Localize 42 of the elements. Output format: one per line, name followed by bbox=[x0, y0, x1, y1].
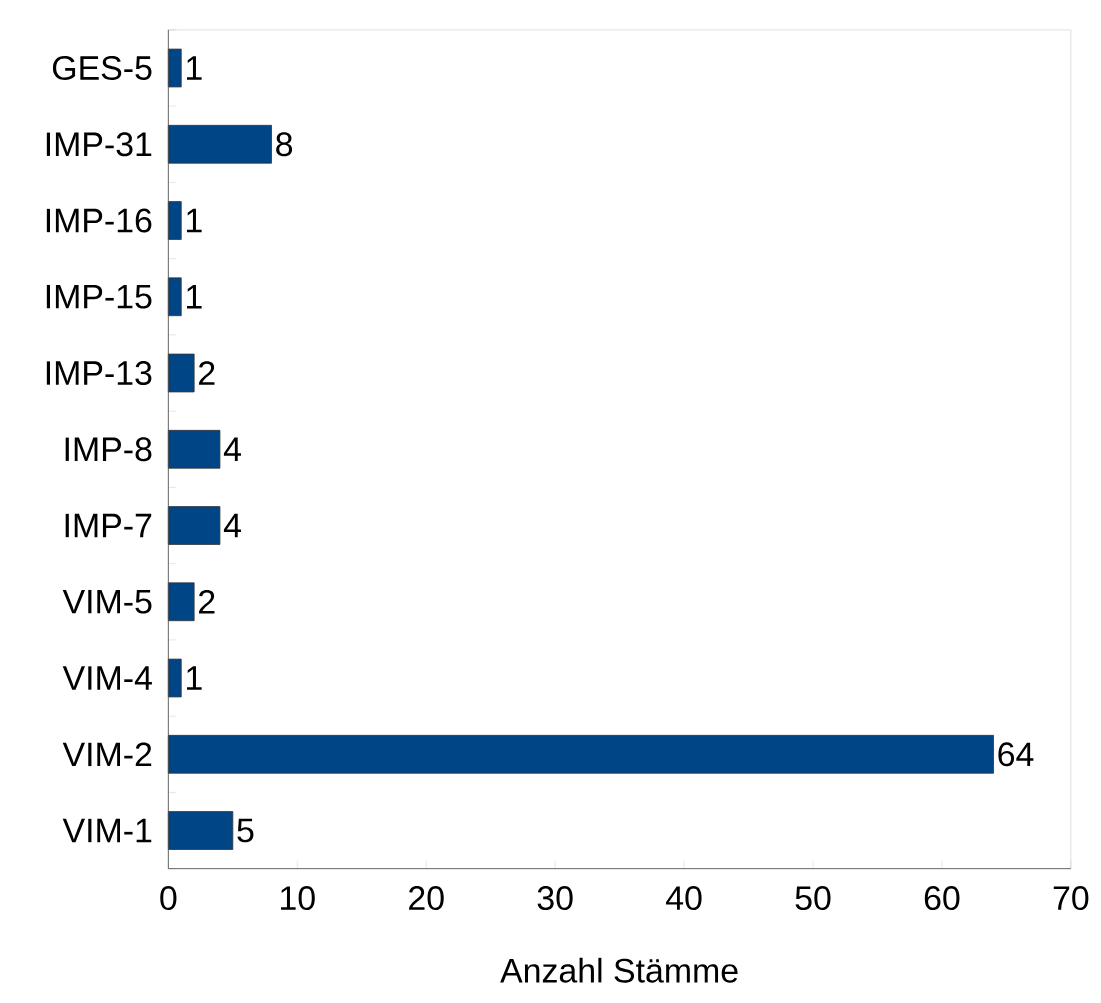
data-label: 4 bbox=[223, 513, 241, 538]
data-label: 5 bbox=[237, 818, 254, 843]
bar bbox=[167, 811, 234, 850]
y-tick-label: GES-5 bbox=[52, 55, 152, 80]
data-label: 1 bbox=[187, 56, 202, 80]
bar bbox=[167, 734, 994, 774]
y-tick-label: VIM-5 bbox=[62, 589, 152, 614]
bar bbox=[167, 582, 195, 622]
data-label: 2 bbox=[199, 589, 215, 614]
x-tick-label: 30 bbox=[537, 886, 573, 911]
x-tick-label: 70 bbox=[1053, 886, 1089, 911]
bar bbox=[167, 48, 182, 88]
data-label: 4 bbox=[223, 437, 241, 461]
y-tick-label: IMP-31 bbox=[46, 132, 152, 157]
x-tick-label: 20 bbox=[409, 886, 444, 911]
bar bbox=[167, 201, 182, 240]
x-tick-label: 50 bbox=[795, 886, 831, 911]
y-tick-label: IMP-7 bbox=[65, 513, 152, 538]
y-tick-label: IMP-13 bbox=[46, 360, 152, 385]
data-label: 64 bbox=[998, 742, 1034, 767]
y-tick-label: VIM-2 bbox=[62, 742, 152, 767]
data-label: 1 bbox=[187, 666, 202, 690]
data-label: 2 bbox=[199, 361, 215, 385]
data-label: 8 bbox=[276, 132, 293, 157]
data-label: 1 bbox=[187, 208, 202, 233]
data-label: 1 bbox=[187, 285, 202, 309]
y-tick-label: IMP-16 bbox=[46, 208, 152, 233]
bar bbox=[167, 353, 195, 393]
y-tick-label: VIM-1 bbox=[62, 818, 152, 843]
x-tick-label: 10 bbox=[281, 886, 315, 911]
y-tick-label: IMP-15 bbox=[46, 284, 152, 309]
bar bbox=[167, 506, 221, 545]
x-axis-title: Anzahl Stämme bbox=[500, 957, 738, 983]
y-tick-label: VIM-4 bbox=[62, 666, 152, 690]
y-tick-label: IMP-8 bbox=[65, 437, 152, 462]
x-tick-label: 60 bbox=[924, 886, 960, 911]
bar bbox=[167, 658, 182, 698]
bar bbox=[167, 277, 182, 317]
x-tick-label: 0 bbox=[160, 886, 177, 911]
x-tick-label: 40 bbox=[666, 886, 702, 911]
bar bbox=[167, 429, 221, 469]
bar bbox=[167, 124, 272, 164]
